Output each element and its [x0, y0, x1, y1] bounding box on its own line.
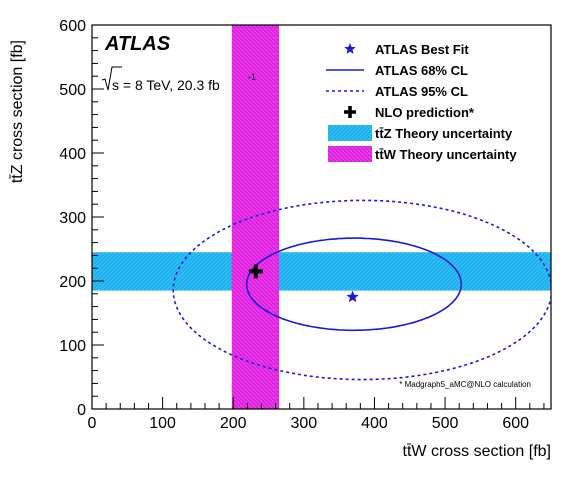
nlo-prediction-marker [248, 264, 263, 279]
legend-label: ATLAS 95% CL [375, 84, 468, 99]
y-tick-label: 100 [59, 338, 86, 355]
legend-star-icon [344, 43, 356, 54]
legend: ATLAS Best Fit ATLAS 68% CL ATLAS 95% CL NL… [326, 42, 517, 162]
best-fit-marker [346, 290, 359, 303]
energy-label: s = 8 TeV, 20.3 fb -1 [101, 66, 256, 93]
x-tick-label: 0 [88, 415, 97, 432]
footnote: * Madgraph5_aMC@NLO calculation [399, 380, 531, 389]
legend-magenta-box-icon [328, 146, 372, 162]
y-tick-label: 500 [59, 82, 86, 99]
legend-label: tt̄W Theory uncertainty [375, 147, 517, 162]
y-tick-label: 0 [77, 402, 86, 419]
legend-cross-icon [344, 106, 357, 118]
legend-entry: ATLAS 95% CL [326, 84, 468, 99]
energy-label-superscript: -1 [248, 72, 256, 82]
y-tick-label: 300 [59, 210, 86, 227]
y-tick-label: 600 [59, 18, 86, 35]
best-fit-star [346, 290, 359, 303]
x-tick-label: 400 [361, 415, 388, 432]
ttw-theory-band [231, 25, 280, 409]
y-tick-label: 200 [59, 274, 86, 291]
y-tick-label: 400 [59, 146, 86, 163]
legend-entry: tt̄W Theory uncertainty [328, 146, 517, 162]
legend-label: ATLAS Best Fit [375, 42, 469, 57]
legend-entry: ATLAS 68% CL [326, 63, 468, 78]
legend-label: tt̄Z Theory uncertainty [375, 126, 513, 141]
y-axis: 0 100 200 300 400 500 600 [59, 18, 104, 419]
x-tick-label: 300 [290, 415, 317, 432]
legend-label: ATLAS 68% CL [375, 63, 468, 78]
x-tick-label: 200 [220, 415, 247, 432]
energy-label-text: s = 8 TeV, 20.3 fb [112, 77, 220, 93]
x-axis-title: tt̄W cross section [fb] [403, 443, 551, 460]
legend-entry: NLO prediction* [344, 105, 475, 120]
contour-95-cl [172, 199, 551, 381]
legend-label: NLO prediction* [375, 105, 475, 120]
contour-68-cl [245, 237, 463, 332]
x-tick-label: 100 [149, 415, 176, 432]
y-axis-title: tt̄Z cross section [fb] [9, 40, 26, 183]
nlo-cross [248, 264, 263, 279]
legend-entry: tt̄Z Theory uncertainty [328, 125, 513, 141]
legend-cyan-box-icon [328, 125, 372, 141]
ttz-theory-band [92, 252, 551, 291]
x-tick-label: 500 [432, 415, 459, 432]
x-tick-label: 600 [502, 415, 529, 432]
x-axis: 0 100 200 300 400 500 600 [88, 397, 545, 432]
atlas-label: ATLAS [104, 33, 171, 55]
legend-entry: ATLAS Best Fit [344, 42, 469, 57]
